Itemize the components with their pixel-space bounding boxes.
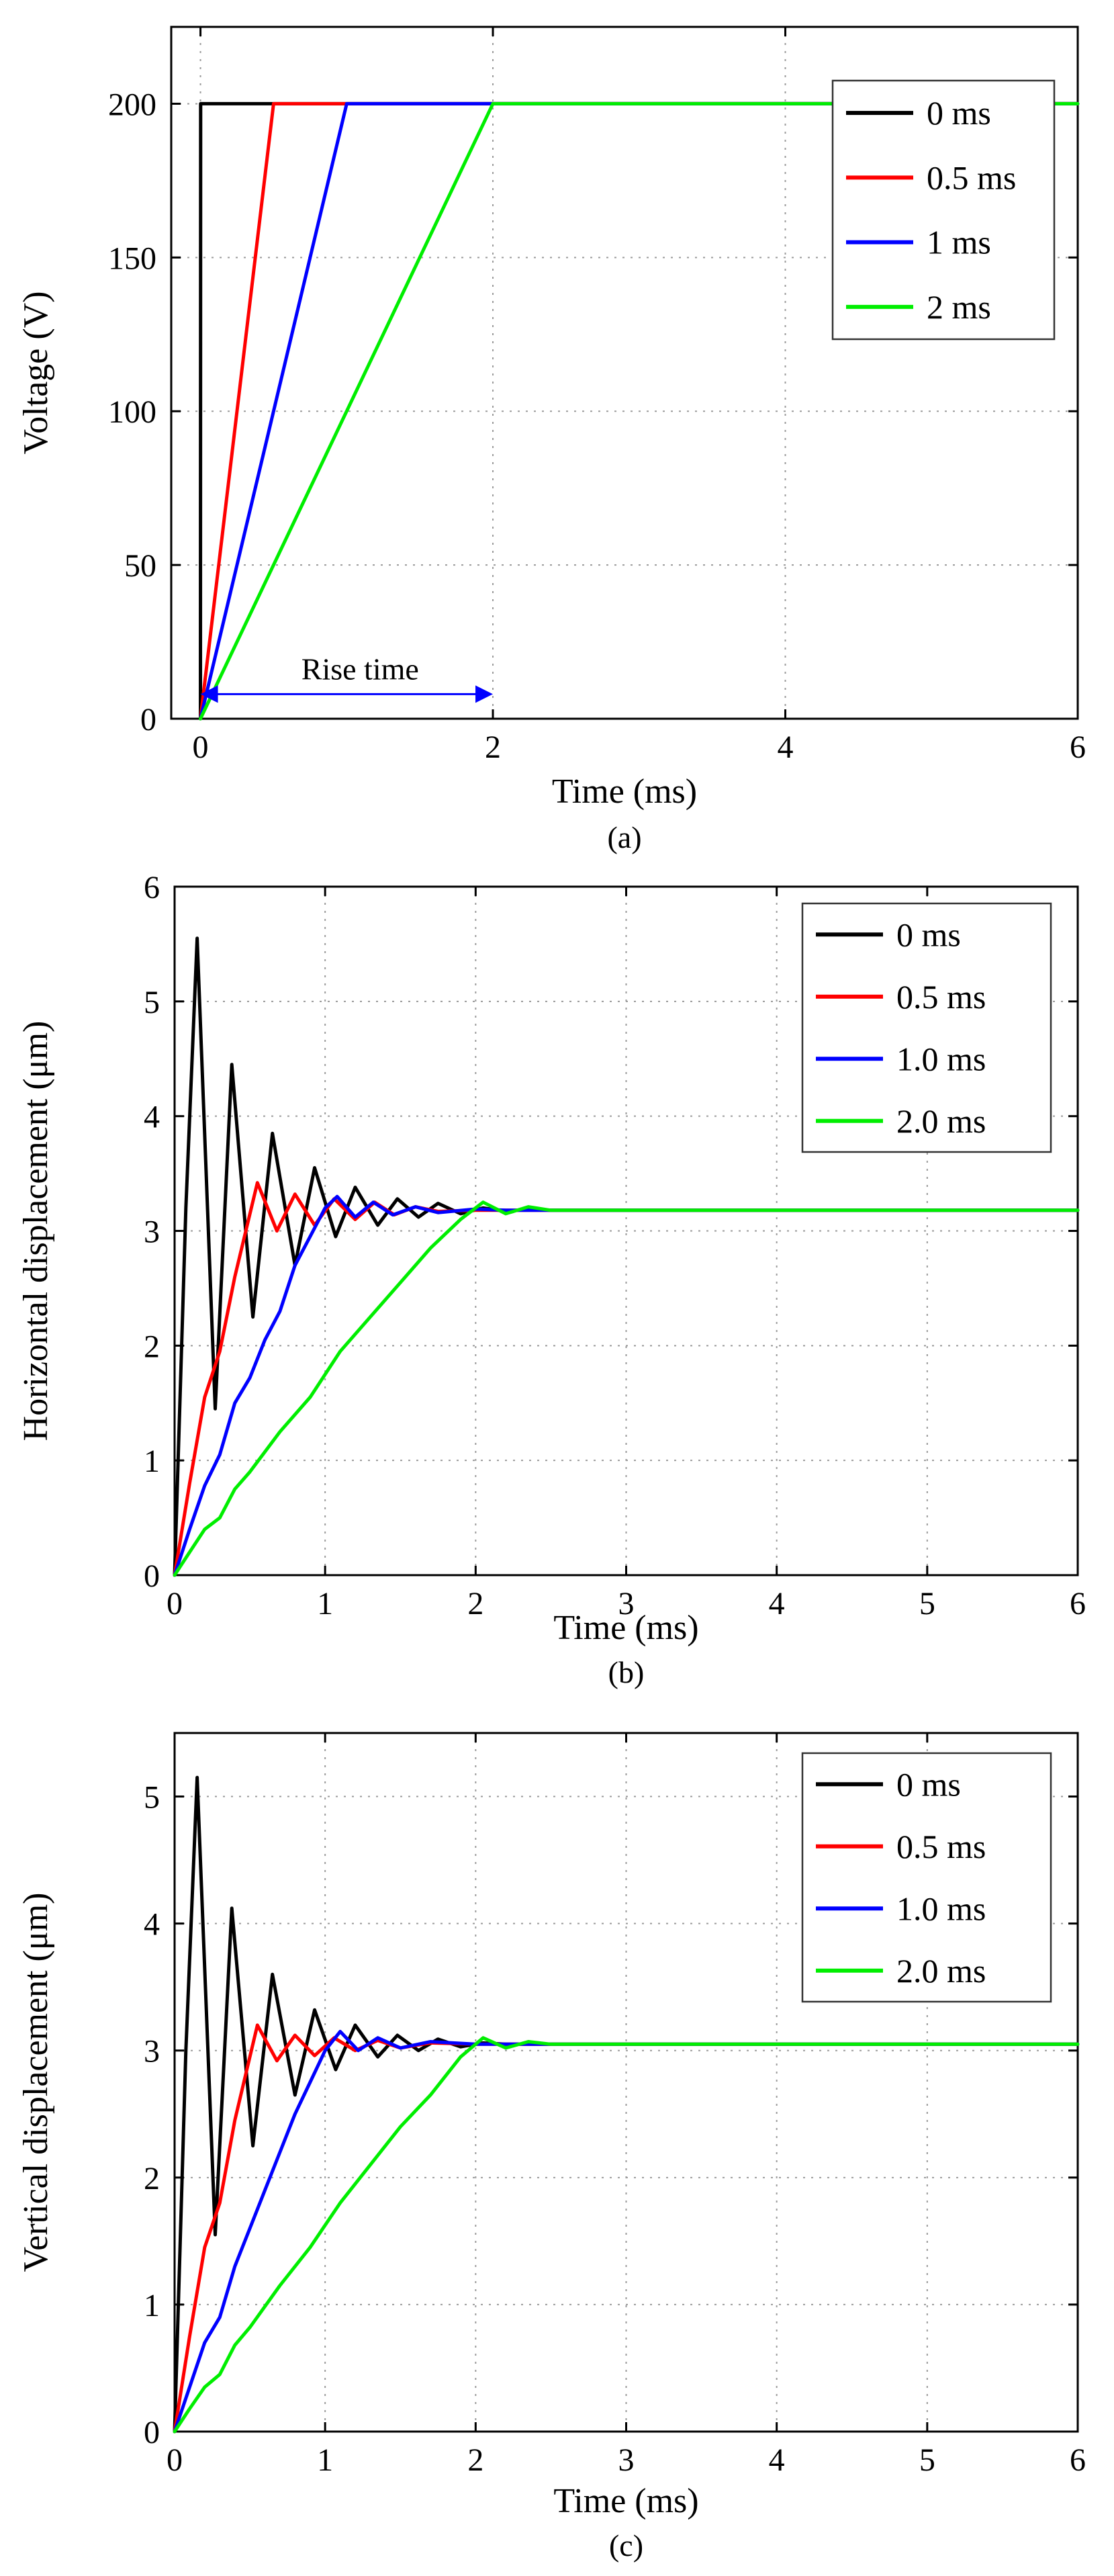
rise-time-annotation: Rise time — [200, 652, 494, 703]
arrow-left-icon — [200, 685, 218, 703]
y-axis-label: Voltage (V) — [17, 291, 55, 454]
legend-label: 1.0 ms — [896, 1040, 986, 1077]
y-tick-label: 1 — [144, 1444, 160, 1479]
series-line-1_0-ms — [173, 1194, 1080, 1577]
legend-label: 0 ms — [927, 94, 991, 132]
y-tick-label: 3 — [144, 2034, 160, 2070]
chart-panel-a: 0 2 4 6 0 50 100 150 200 Time (ms) Voltage (V) (a) R… — [17, 26, 1086, 854]
series-line-1_0-ms — [173, 2029, 1080, 2434]
y-tick-label: 6 — [144, 870, 160, 905]
legend-label: 2.0 ms — [896, 1952, 986, 1990]
legend-box — [801, 1752, 1052, 2003]
panel-caption: (a) — [607, 820, 641, 854]
legend-box — [801, 902, 1052, 1153]
x-tick-label: 3 — [618, 1586, 635, 1622]
y-tick-label: 0 — [144, 1558, 160, 1594]
legend-label: 0 ms — [896, 1765, 961, 1803]
x-tick-label: 3 — [618, 2442, 635, 2478]
x-tick-label: 0 — [193, 729, 209, 765]
y-axis-label: Vertical displacement (μm) — [17, 1893, 55, 2272]
y-tick-label: 0 — [140, 702, 156, 738]
legend-label: 0.5 ms — [896, 978, 986, 1016]
x-tick-label: 6 — [1070, 1586, 1086, 1622]
x-tick-label: 5 — [919, 1586, 935, 1622]
y-tick-label: 2 — [144, 1329, 160, 1364]
y-tick-label: 5 — [144, 1780, 160, 1816]
chart-panel-c: 0 1 2 3 4 5 6 0 1 2 3 4 5 Time (ms) Vertical displacem… — [17, 1732, 1086, 2563]
y-tick-label: 2 — [144, 2161, 160, 2196]
series-line-2_0-ms — [173, 2036, 1080, 2434]
x-axis-label: Time (ms) — [553, 2482, 698, 2520]
x-tick-label: 0 — [167, 1586, 183, 1622]
legend-label: 1 ms — [927, 224, 991, 261]
legend: 0 ms 0.5 ms 1.0 ms 2.0 ms — [801, 1752, 1052, 2003]
x-tick-label: 4 — [769, 1586, 785, 1622]
legend-label: 1.0 ms — [896, 1890, 986, 1927]
legend-label: 0.5 ms — [896, 1828, 986, 1865]
x-tick-label: 0 — [167, 2442, 183, 2478]
legend: 0 ms 0.5 ms 1.0 ms 2.0 ms — [801, 902, 1052, 1153]
legend-label: 0.5 ms — [927, 159, 1016, 196]
grid — [175, 1733, 1078, 2432]
x-tick-label: 6 — [1070, 729, 1086, 765]
y-tick-label: 5 — [144, 985, 160, 1020]
x-tick-label: 1 — [317, 1586, 333, 1622]
x-tick-label: 2 — [485, 729, 501, 765]
y-tick-label: 0 — [144, 2415, 160, 2450]
x-tick-label: 6 — [1070, 2442, 1086, 2478]
y-tick-label: 200 — [108, 87, 156, 122]
x-tick-label: 2 — [467, 2442, 483, 2478]
x-tick-label: 5 — [919, 2442, 935, 2478]
legend-box — [831, 79, 1056, 341]
y-tick-label: 4 — [144, 1907, 160, 1943]
y-tick-label: 4 — [144, 1100, 160, 1135]
x-tick-label: 1 — [317, 2442, 333, 2478]
rise-time-label: Rise time — [301, 652, 419, 686]
x-tick-label: 2 — [467, 1586, 483, 1622]
chart-panel-b: 0 1 2 3 4 5 6 0 1 2 3 4 5 6 Time (ms) Horizontal displa… — [17, 870, 1086, 1689]
arrow-right-icon — [475, 685, 494, 703]
legend-label: 2.0 ms — [896, 1102, 986, 1140]
legend-label: 2 ms — [927, 288, 991, 326]
panel-caption: (c) — [609, 2528, 643, 2563]
legend: 0 ms 0.5 ms 1 ms 2 ms — [831, 79, 1056, 341]
y-tick-label: 50 — [124, 548, 156, 584]
legend-label: 0 ms — [896, 916, 961, 953]
x-tick-label: 4 — [778, 729, 794, 765]
y-axis-label: Horizontal displacement (μm) — [17, 1021, 55, 1441]
plot-frame — [170, 26, 1079, 720]
x-tick-label: 4 — [769, 2442, 785, 2478]
panel-caption: (b) — [608, 1655, 645, 1689]
series-line-2_0-ms — [173, 1200, 1080, 1577]
y-tick-label: 1 — [144, 2288, 160, 2323]
x-axis-label: Time (ms) — [553, 1609, 698, 1647]
y-tick-label: 3 — [144, 1214, 160, 1250]
y-tick-label: 100 — [108, 394, 156, 430]
x-axis-label: Time (ms) — [552, 772, 697, 811]
y-tick-label: 150 — [108, 240, 156, 276]
